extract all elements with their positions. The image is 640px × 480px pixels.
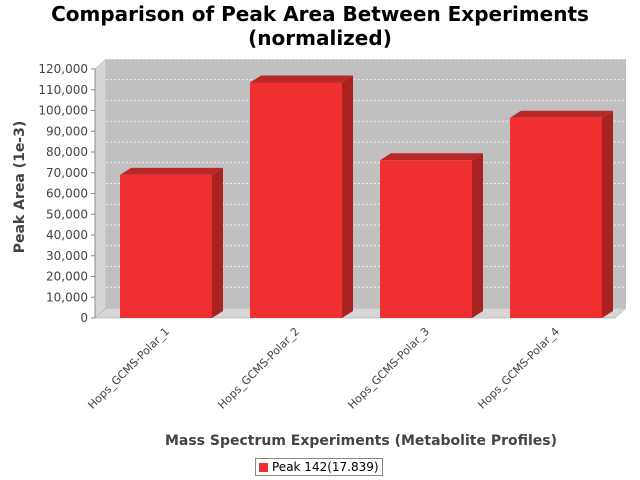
chart-title: Comparison of Peak Area Between Experime… — [0, 2, 640, 50]
y-tick-label: 40,000 — [46, 228, 88, 242]
chart-title-line-1: Comparison of Peak Area Between Experime… — [51, 2, 589, 26]
bar-top — [250, 75, 353, 83]
bar-side — [602, 110, 613, 318]
bar — [250, 82, 342, 318]
legend-swatch-peak — [259, 462, 268, 472]
plot-left-wall — [94, 58, 107, 319]
y-tick-label: 70,000 — [46, 166, 88, 180]
legend-label: Peak 142(17.839) — [272, 460, 379, 474]
bar-top — [380, 153, 483, 161]
x-axis-title: Mass Spectrum Experiments (Metabolite Pr… — [165, 433, 557, 449]
y-axis-ticks: 0 10,000 20,000 30,000 40,000 50,000 60,000 70,… — [38, 62, 96, 325]
bar-side — [212, 167, 223, 318]
x-category-label: Hops_GCMS-Polar_2 — [215, 325, 302, 412]
y-tick-label: 10,000 — [46, 290, 88, 304]
bar — [380, 160, 472, 318]
bar-side — [342, 75, 353, 318]
y-tick-label: 0 — [80, 311, 88, 325]
bar — [510, 117, 602, 318]
y-tick-label: 20,000 — [46, 270, 88, 284]
x-category-label: Hops_GCMS-Polar_3 — [345, 325, 432, 412]
bar-top — [120, 167, 223, 175]
chart-title-line-2: (normalized) — [248, 26, 392, 50]
y-tick-label: 60,000 — [46, 187, 88, 201]
bar-side — [472, 153, 483, 318]
y-tick-label: 100,000 — [38, 104, 88, 118]
bar-top — [510, 110, 613, 118]
x-category-label: Hops_GCMS-Polar_4 — [475, 325, 562, 412]
bars — [120, 75, 613, 318]
y-tick-label: 50,000 — [46, 207, 88, 221]
y-tick-label: 110,000 — [38, 83, 88, 97]
y-axis-title: Peak Area (1e-3) — [12, 121, 28, 254]
y-tick-label: 90,000 — [46, 124, 88, 138]
y-tick-label: 120,000 — [38, 62, 88, 76]
legend: Peak 142(17.839) — [255, 458, 383, 476]
x-category-label: Hops_GCMS-Polar_1 — [85, 325, 172, 412]
y-tick-label: 30,000 — [46, 249, 88, 263]
x-axis-categories: Hops_GCMS-Polar_1 Hops_GCMS-Polar_2 Hops_G… — [85, 325, 562, 412]
bar — [120, 174, 212, 318]
y-tick-label: 80,000 — [46, 145, 88, 159]
